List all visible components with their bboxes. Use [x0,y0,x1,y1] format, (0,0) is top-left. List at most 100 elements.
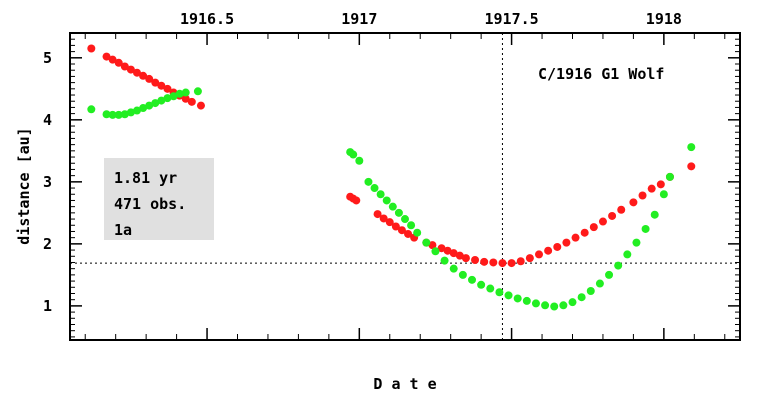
data-point-green [486,284,495,293]
data-point-red [498,259,507,268]
data-point-red [196,101,205,110]
data-point-green [407,221,416,230]
data-point-green [87,105,96,114]
data-point-green [659,190,668,199]
y-tick-label: 5 [43,49,52,67]
info-box-background [104,158,214,240]
data-point-green [632,238,641,247]
data-point-red [535,250,543,259]
data-point-green [614,261,623,270]
data-point-green [139,104,148,113]
chart-title: C/1916 G1 Wolf [538,65,664,83]
data-point-green [370,184,379,193]
reference-lines [70,33,740,340]
data-point-red [449,249,458,258]
data-point-red [656,180,665,189]
y-tick-label: 4 [43,111,52,129]
data-point-red [397,226,406,235]
data-point-red [187,97,196,106]
data-point-red [385,218,394,227]
x-axis-label: D a t e [373,375,436,393]
info-box-line-3: 1a [114,221,132,239]
data-point-green [504,291,513,300]
data-point-red [525,254,534,263]
data-point-green [120,110,129,119]
data-point-green [586,287,595,296]
y-tick-label: 2 [43,235,52,253]
x-tick-label: 1917.5 [484,10,538,28]
data-point-green [568,298,577,307]
data-point-red [489,258,498,267]
data-point-red [687,162,696,171]
data-point-green [376,190,385,199]
x-tick-label: 1917 [341,10,377,28]
data-point-red [114,58,123,67]
data-point-green [458,270,467,279]
plot-frame [69,32,741,341]
data-point-red [108,55,117,64]
data-point-green [175,89,184,98]
data-point-green [687,143,696,152]
data-point-green [440,256,449,265]
data-point-red [544,246,553,255]
data-point-green [401,215,409,224]
data-point-red [589,223,598,232]
data-points [87,44,696,311]
y-axis-label: distance [au] [15,127,33,244]
data-point-green [468,275,476,284]
data-point-green [169,92,178,101]
data-point-green [449,264,458,273]
data-point-green [559,301,568,310]
data-point-red [580,228,589,237]
data-point-green [605,270,614,279]
data-point-green [550,302,559,311]
data-point-red [571,233,580,242]
data-point-red [352,196,361,205]
data-point-red [428,241,437,250]
data-point-red [145,74,154,83]
data-point-red [404,229,413,238]
data-point-red [598,217,607,226]
data-point-green [595,279,604,288]
data-point-green [541,301,550,310]
data-point-red [163,84,172,93]
data-point-green [531,299,540,308]
data-point-green [355,156,364,165]
data-point-green [126,108,135,117]
data-point-green [477,280,486,289]
data-point-green [163,94,172,103]
data-point-red [608,211,617,220]
data-point-green [431,247,440,256]
axis-ticks: 1916.5 1917 1917.5 1918 1 2 3 4 5 [43,10,740,340]
data-point-green [102,110,111,119]
data-point-red [87,44,96,53]
data-point-red [157,81,166,90]
data-point-red [638,191,647,200]
data-point-red [126,65,135,74]
data-point-green [114,110,123,119]
data-point-red [391,222,400,231]
data-point-red [461,254,470,263]
data-point-green [394,208,403,217]
data-point-green [193,87,202,96]
info-box-line-1: 1.81 yr [114,169,177,187]
data-point-green [145,101,154,110]
data-point-red [471,255,480,264]
data-point-red [629,198,638,207]
data-point-red [617,205,626,214]
y-tick-label: 3 [43,173,52,191]
data-point-green [413,228,422,237]
data-point-red [181,94,190,103]
data-point-green [388,202,397,211]
data-point-red [133,68,141,77]
x-tick-label: 1916.5 [180,10,234,28]
data-point-red [455,251,464,260]
data-point-green [151,99,160,108]
data-point-red [480,257,489,266]
data-point-red [120,62,129,71]
data-point-green [157,96,166,105]
data-point-red [516,257,525,266]
data-point-red [443,246,452,255]
data-point-red [139,71,148,80]
